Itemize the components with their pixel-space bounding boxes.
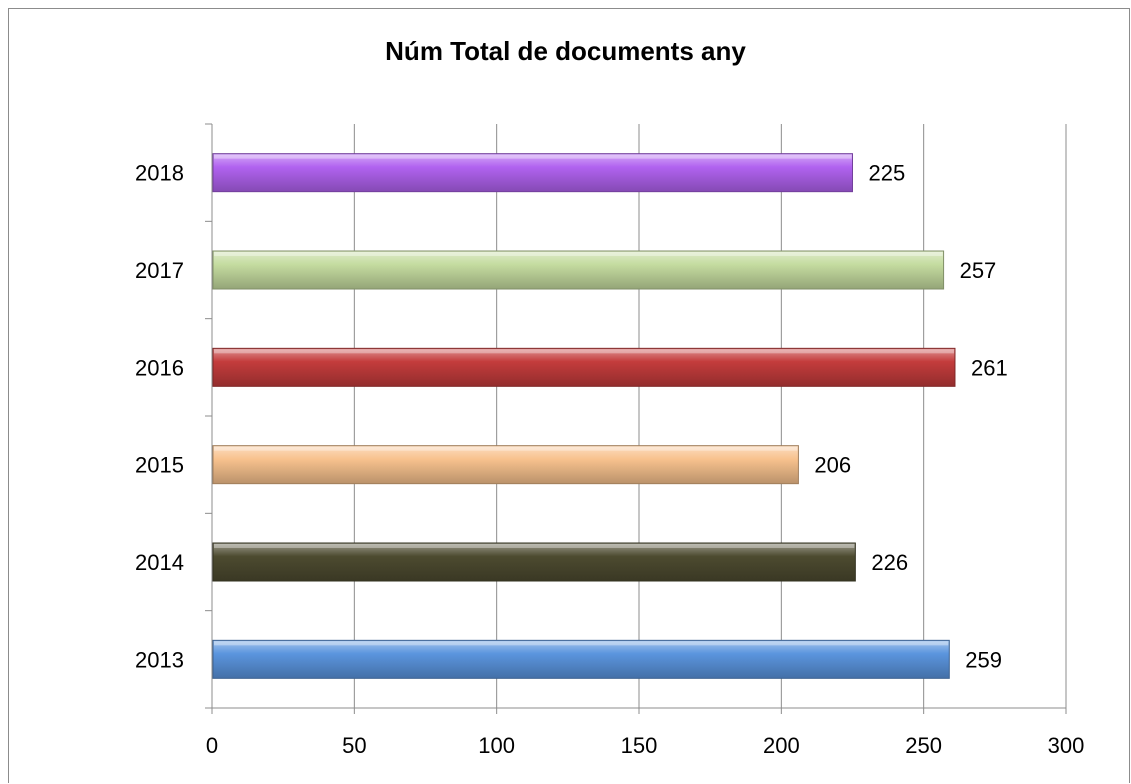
bar-highlight (214, 544, 855, 548)
bar-2018 (212, 153, 853, 193)
data-label: 257 (960, 258, 997, 283)
bar-highlight (214, 154, 852, 159)
bar-2017 (212, 250, 945, 290)
bar-highlight (214, 252, 943, 256)
x-tick-labels: 0 50 100 150 200 250 300 (206, 733, 1084, 758)
x-tick-label: 100 (478, 733, 515, 758)
x-tick-label: 0 (206, 733, 218, 758)
data-labels: 259 226 206 261 257 225 (814, 161, 1007, 673)
y-tick-label: 2015 (135, 453, 184, 478)
gridlines (353, 124, 1067, 708)
x-tick-label: 150 (621, 733, 658, 758)
y-tick-label: 2017 (135, 258, 184, 283)
data-label: 206 (814, 453, 851, 478)
axes (205, 123, 1067, 714)
data-label: 225 (869, 161, 906, 186)
x-tick-label: 250 (905, 733, 942, 758)
x-tick-label: 300 (1048, 733, 1085, 758)
y-tick-label: 2013 (135, 647, 184, 672)
bar-2016 (212, 347, 956, 387)
y-tick-label: 2016 (135, 355, 184, 380)
y-tick-label: 2018 (135, 161, 184, 186)
x-tick-label: 50 (342, 733, 366, 758)
bars (212, 153, 956, 679)
bar-highlight (214, 349, 954, 354)
bar-2013 (212, 639, 950, 679)
bar-2015 (212, 445, 799, 485)
chart-title: Núm Total de documents any (385, 36, 746, 66)
data-label: 259 (965, 647, 1002, 672)
y-tick-labels: 2013 2014 2015 2016 2017 2018 (135, 161, 184, 673)
bar-highlight (214, 446, 798, 451)
bar-highlight (214, 641, 949, 646)
data-label: 261 (971, 355, 1008, 380)
data-label: 226 (871, 550, 908, 575)
bar-2014 (212, 542, 856, 582)
x-tick-label: 200 (763, 733, 800, 758)
y-tick-label: 2014 (135, 550, 184, 575)
